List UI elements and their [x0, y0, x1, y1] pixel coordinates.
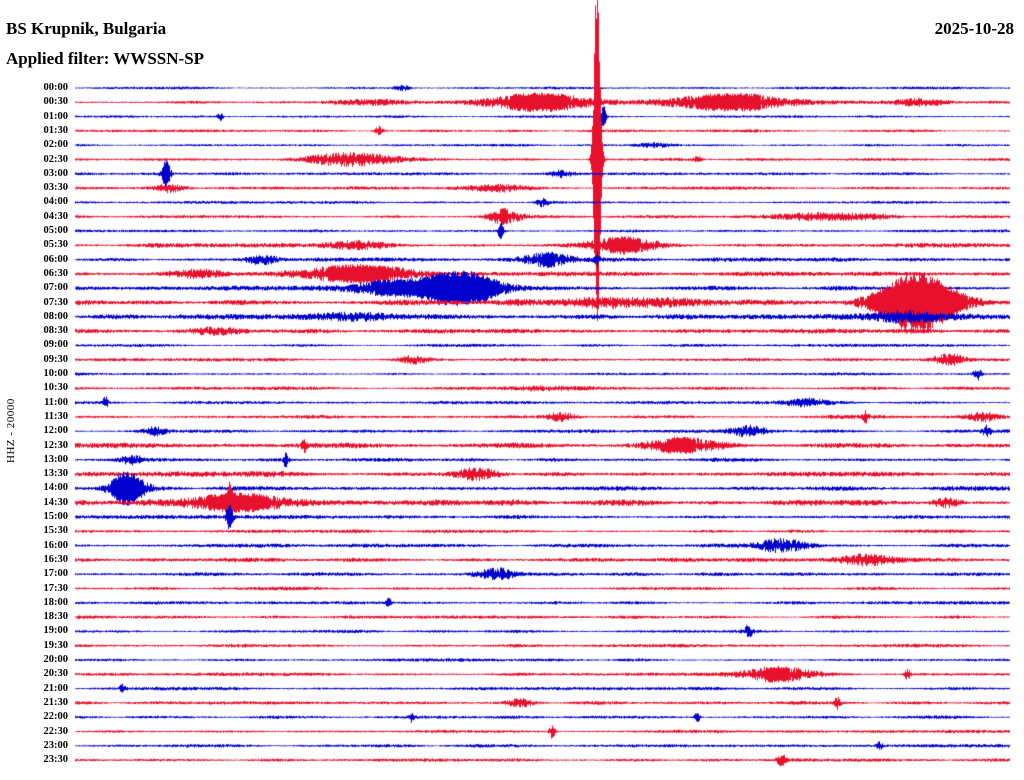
- time-label: 20:00: [43, 653, 69, 665]
- time-label: 21:30: [43, 696, 69, 708]
- time-label: 16:00: [43, 539, 69, 551]
- date-label: 2025-10-28: [934, 19, 1014, 38]
- time-label: 19:00: [43, 625, 69, 637]
- time-label: 15:30: [43, 525, 69, 537]
- time-label: 10:30: [43, 382, 69, 394]
- time-label: 21:00: [43, 682, 69, 694]
- time-label: 20:30: [43, 668, 69, 680]
- time-label: 23:00: [43, 739, 69, 751]
- time-label: 06:30: [43, 267, 69, 279]
- time-label: 18:00: [43, 596, 69, 608]
- time-label: 12:30: [43, 439, 69, 451]
- time-label: 02:00: [43, 138, 69, 150]
- time-label: 09:30: [43, 353, 69, 365]
- time-label: 08:00: [43, 310, 69, 322]
- time-label: 03:00: [43, 167, 69, 179]
- time-label: 01:00: [43, 110, 69, 122]
- time-label: 02:30: [43, 153, 69, 165]
- time-label: 17:00: [43, 567, 69, 579]
- time-label: 23:30: [43, 753, 69, 765]
- time-label: 14:30: [43, 496, 69, 508]
- station-title: BS Krupnik, Bulgaria: [6, 19, 167, 38]
- time-label: 16:30: [43, 553, 69, 565]
- filter-label: Applied filter: WWSSN-SP: [6, 49, 205, 68]
- time-label: 01:30: [43, 124, 69, 136]
- time-label: 13:00: [43, 453, 69, 465]
- time-label: 11:30: [44, 410, 68, 422]
- time-label: 07:30: [43, 296, 69, 308]
- time-label: 03:30: [43, 181, 69, 193]
- time-label: 08:30: [43, 324, 69, 336]
- time-label: 17:30: [43, 582, 69, 594]
- time-label: 12:00: [43, 424, 69, 436]
- time-label: 19:30: [43, 639, 69, 651]
- time-label: 04:30: [43, 210, 69, 222]
- time-label: 00:00: [43, 81, 69, 93]
- time-axis: 00:00 00:30 01:00 01:30 02:00 02:30 03:00 03:30…: [0, 0, 70, 780]
- time-label: 13:30: [43, 467, 69, 479]
- time-label: 22:00: [43, 710, 69, 722]
- time-label: 06:00: [43, 253, 69, 265]
- time-label: 09:00: [43, 339, 69, 351]
- time-label: 07:00: [43, 281, 69, 293]
- time-label: 04:00: [43, 196, 69, 208]
- time-label: 22:30: [43, 725, 69, 737]
- time-label: 00:30: [43, 96, 69, 108]
- time-label: 18:30: [43, 610, 69, 622]
- time-label: 15:00: [43, 510, 69, 522]
- time-label: 14:00: [43, 482, 69, 494]
- time-label: 05:00: [43, 224, 69, 236]
- time-label: 10:00: [43, 367, 69, 379]
- time-label: 05:30: [43, 239, 69, 251]
- time-label: 11:00: [44, 396, 68, 408]
